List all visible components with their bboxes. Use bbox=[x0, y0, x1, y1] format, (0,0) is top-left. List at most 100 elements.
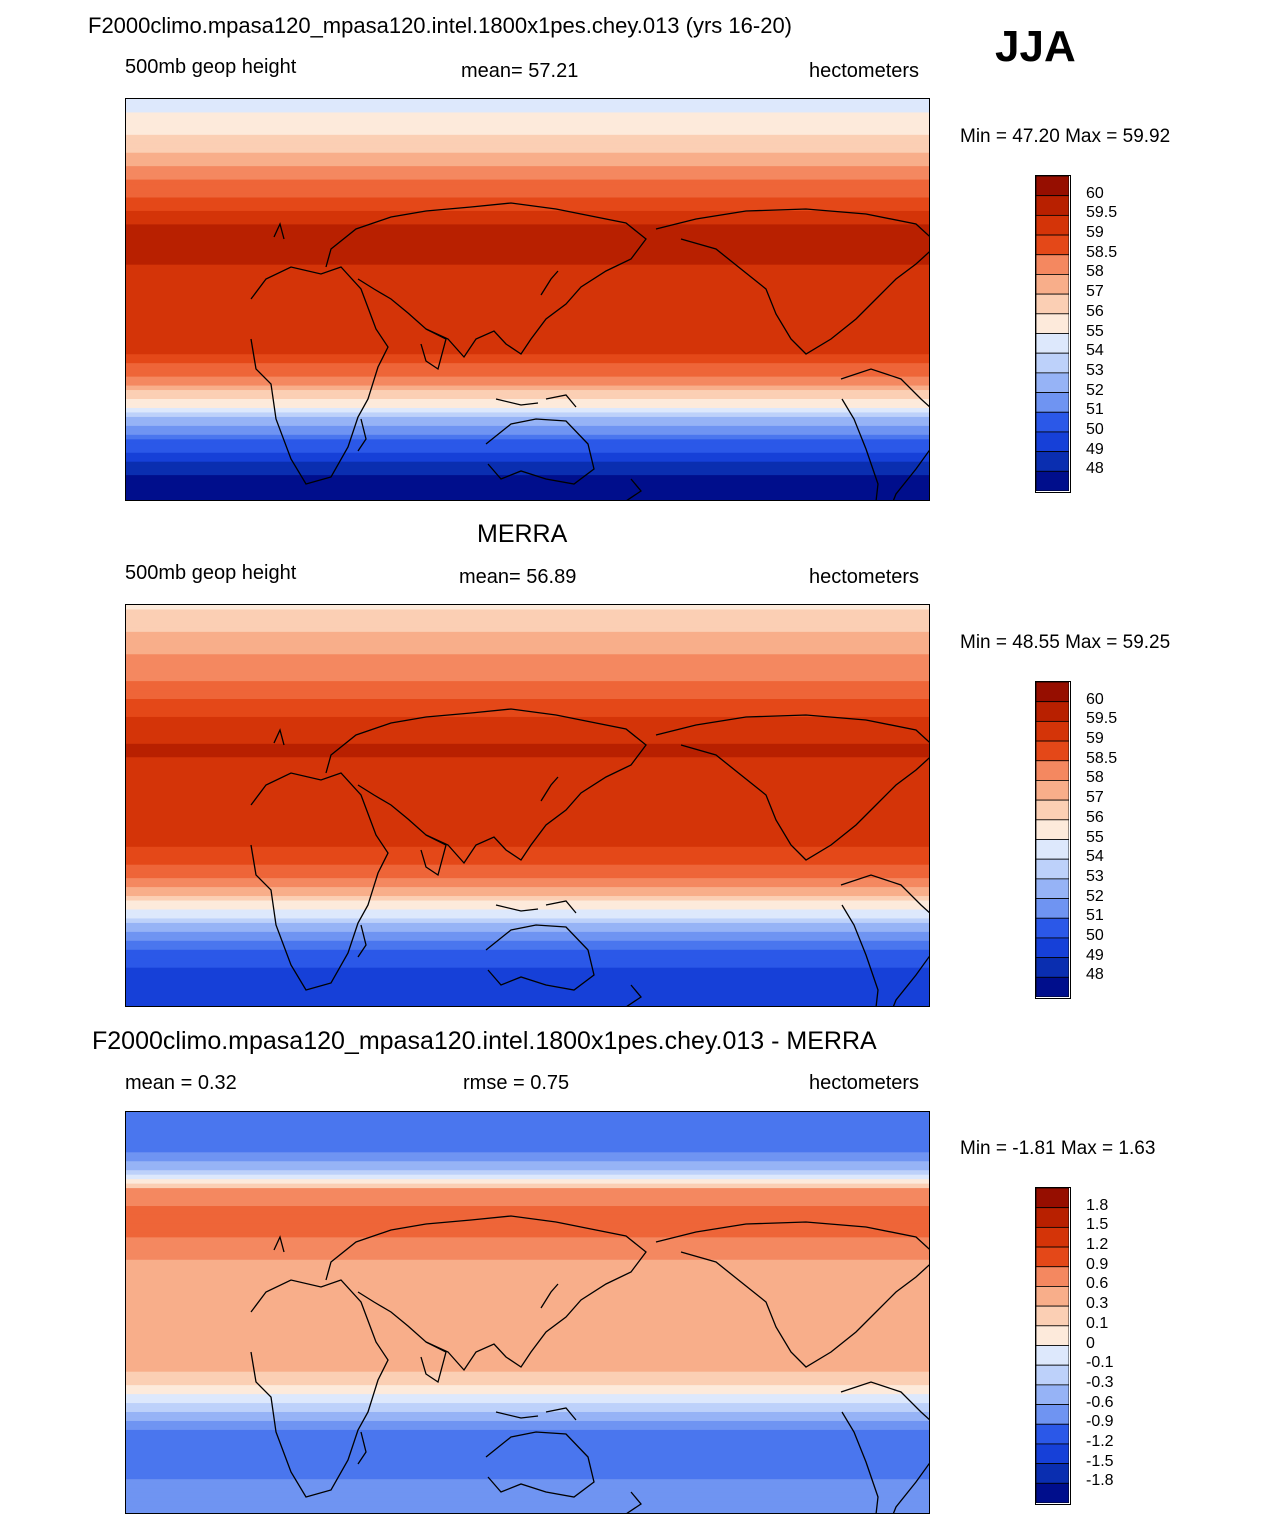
colorbar-box bbox=[1036, 1482, 1069, 1503]
field-band bbox=[126, 699, 929, 705]
field-band bbox=[126, 940, 929, 946]
field-band bbox=[126, 757, 929, 763]
field-band bbox=[126, 269, 929, 275]
field-band bbox=[126, 201, 929, 208]
field-band bbox=[126, 399, 929, 405]
colorbar-box bbox=[1036, 431, 1069, 453]
field-band bbox=[126, 1322, 929, 1328]
colorbar-box bbox=[1036, 740, 1069, 762]
field-band bbox=[126, 273, 929, 279]
coastline bbox=[545, 394, 577, 408]
field-band bbox=[126, 1434, 929, 1440]
field-band bbox=[126, 1506, 929, 1512]
field-band bbox=[126, 1488, 929, 1494]
field-band bbox=[126, 318, 929, 324]
colorbar-tick-label: -1.8 bbox=[1086, 1472, 1114, 1490]
colorbar-box bbox=[1036, 858, 1069, 880]
colorbar-tick-label: 48 bbox=[1086, 966, 1104, 984]
colorbar-box bbox=[1036, 760, 1069, 781]
field-band bbox=[126, 900, 929, 906]
field-band bbox=[126, 331, 929, 337]
field-band bbox=[126, 721, 929, 727]
colorbar-tick-label: 51 bbox=[1086, 401, 1104, 419]
field-band bbox=[126, 193, 929, 199]
field-band bbox=[126, 1183, 929, 1189]
panel-2-left-label: 500mb geop height bbox=[125, 562, 297, 584]
field-band bbox=[126, 837, 929, 843]
coastline bbox=[655, 208, 929, 355]
field-band bbox=[126, 121, 929, 127]
coastlines bbox=[250, 202, 929, 500]
colorbar-box bbox=[1036, 1463, 1069, 1484]
colorbar-box bbox=[1036, 274, 1069, 295]
colorbar-tick-label: 55 bbox=[1086, 322, 1104, 340]
field-band bbox=[126, 166, 929, 172]
coastline bbox=[357, 418, 367, 452]
field-band bbox=[126, 605, 929, 611]
field-band bbox=[126, 228, 929, 234]
field-band bbox=[126, 237, 929, 243]
field-band bbox=[126, 1452, 929, 1458]
colorbar-box bbox=[1036, 313, 1069, 334]
season-label: JJA bbox=[995, 22, 1076, 71]
field-band bbox=[126, 1470, 929, 1476]
field-band bbox=[126, 613, 929, 620]
field-band bbox=[126, 264, 929, 270]
colorbar-tick-label: 60 bbox=[1086, 690, 1104, 708]
colorbar-box bbox=[1036, 254, 1069, 275]
field-band bbox=[126, 170, 929, 176]
field-band bbox=[126, 291, 929, 297]
field-band bbox=[126, 448, 929, 454]
field-band bbox=[126, 1228, 929, 1234]
field-band bbox=[126, 622, 929, 628]
colorbar-tick-label: 59 bbox=[1086, 730, 1104, 748]
coastline bbox=[655, 1221, 929, 1368]
field-band bbox=[126, 1412, 929, 1418]
field-band bbox=[126, 743, 929, 749]
field-band bbox=[126, 1273, 929, 1279]
field-band bbox=[126, 860, 929, 866]
field-band bbox=[126, 107, 929, 114]
field-band bbox=[126, 1295, 929, 1301]
field-band bbox=[126, 439, 929, 445]
colorbar-tick-label: 50 bbox=[1086, 420, 1104, 438]
colorbar-box bbox=[1036, 682, 1069, 703]
field-band bbox=[126, 855, 929, 861]
field-band bbox=[126, 134, 929, 140]
colorbar-box bbox=[1036, 720, 1069, 742]
field-band bbox=[126, 493, 929, 499]
field-band bbox=[126, 931, 929, 937]
field-band bbox=[126, 1241, 929, 1247]
field-band bbox=[126, 336, 929, 342]
field-band bbox=[126, 882, 929, 888]
field-band bbox=[126, 922, 929, 928]
field-band bbox=[126, 461, 929, 467]
field-band bbox=[126, 1268, 929, 1274]
field-band bbox=[126, 958, 929, 964]
colorbar-box bbox=[1036, 780, 1069, 801]
field-band bbox=[126, 1120, 929, 1127]
field-band bbox=[126, 775, 929, 781]
field-band bbox=[126, 125, 929, 131]
colorbar-tick-label: 0.9 bbox=[1086, 1255, 1109, 1273]
colorbar-box bbox=[1036, 411, 1069, 433]
colorbar-tick-label: 57 bbox=[1086, 789, 1104, 807]
coastline bbox=[495, 1411, 539, 1419]
field-band bbox=[126, 327, 929, 333]
field-band bbox=[126, 390, 929, 396]
panel-3-center-label: rmse = 0.75 bbox=[463, 1072, 570, 1094]
colorbar-tick-label: 59.5 bbox=[1086, 710, 1118, 728]
colorbar-box bbox=[1036, 898, 1069, 919]
field-band bbox=[126, 1223, 929, 1230]
field-band bbox=[126, 927, 929, 933]
colorbar-tick-label: 51 bbox=[1086, 907, 1104, 925]
field-band bbox=[126, 990, 929, 996]
field-band bbox=[126, 1156, 929, 1162]
colorbar-box bbox=[1036, 819, 1069, 840]
colorbar-box bbox=[1036, 917, 1069, 939]
coastline bbox=[357, 924, 367, 958]
field-band bbox=[126, 716, 929, 723]
field-band bbox=[126, 1510, 929, 1513]
field-band bbox=[126, 143, 929, 149]
field-band bbox=[126, 1232, 929, 1238]
